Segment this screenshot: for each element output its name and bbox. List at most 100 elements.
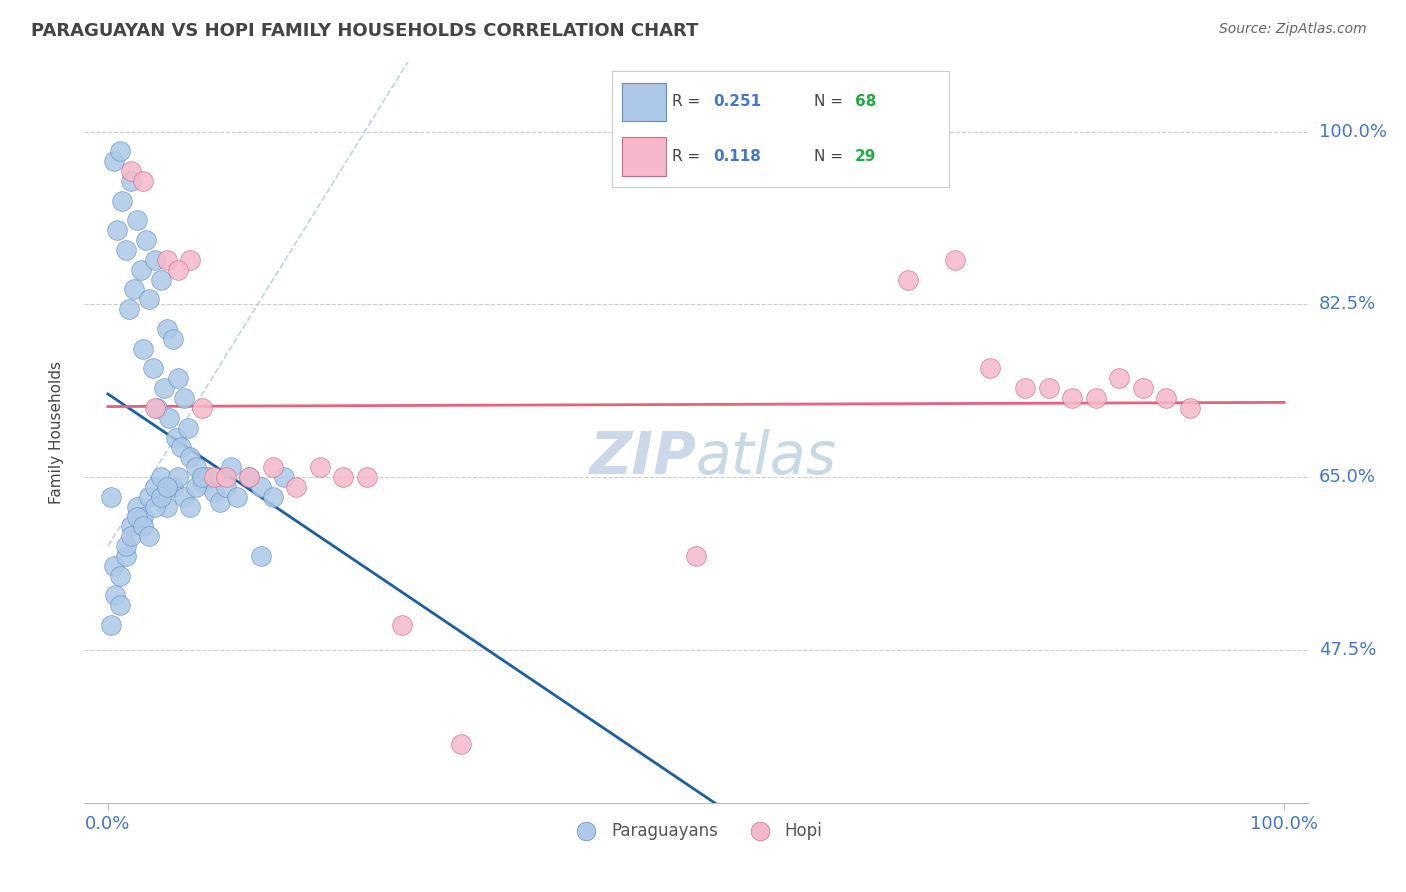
Point — [138, 529, 160, 543]
Point — [897, 272, 920, 286]
Point — [214, 470, 236, 484]
Point — [111, 194, 134, 208]
Point — [191, 401, 214, 415]
Point — [120, 164, 142, 178]
Point — [208, 494, 231, 508]
Point — [308, 460, 330, 475]
Text: N =: N = — [814, 94, 848, 109]
Point — [184, 480, 207, 494]
Point — [943, 252, 966, 267]
Point — [1178, 401, 1201, 415]
Point — [214, 480, 236, 494]
Point — [191, 475, 214, 489]
Point — [979, 361, 1001, 376]
Point — [262, 460, 284, 475]
Point — [142, 361, 165, 376]
Point — [238, 470, 260, 484]
Point — [450, 737, 472, 751]
Point — [122, 283, 145, 297]
Point — [100, 618, 122, 632]
Point — [143, 480, 166, 494]
Text: ZIP: ZIP — [589, 429, 696, 486]
Point — [146, 401, 169, 415]
Point — [1108, 371, 1130, 385]
Point — [262, 490, 284, 504]
Point — [108, 599, 131, 613]
Point — [177, 420, 200, 434]
Point — [167, 470, 190, 484]
Point — [238, 470, 260, 484]
Point — [135, 233, 157, 247]
Text: 82.5%: 82.5% — [1319, 295, 1376, 313]
Text: 68: 68 — [855, 94, 876, 109]
Point — [114, 539, 136, 553]
Point — [149, 272, 172, 286]
Point — [179, 500, 201, 514]
Point — [143, 252, 166, 267]
Text: 47.5%: 47.5% — [1319, 640, 1376, 659]
Point — [149, 490, 172, 504]
Point — [197, 470, 219, 484]
Y-axis label: Family Households: Family Households — [49, 361, 63, 504]
Text: 0.251: 0.251 — [713, 94, 761, 109]
Point — [132, 519, 155, 533]
Point — [127, 509, 149, 524]
Point — [132, 342, 155, 356]
Point — [226, 490, 249, 504]
Legend: Paraguayans, Hopi: Paraguayans, Hopi — [562, 815, 830, 847]
Point — [332, 470, 354, 484]
Point — [167, 262, 190, 277]
Point — [202, 470, 225, 484]
Point — [156, 252, 179, 267]
Point — [103, 558, 125, 573]
Text: 0.118: 0.118 — [713, 148, 761, 163]
Point — [138, 293, 160, 307]
Point — [179, 450, 201, 465]
Point — [104, 589, 127, 603]
Bar — [621, 83, 665, 121]
Point — [173, 391, 195, 405]
Text: 65.0%: 65.0% — [1319, 468, 1375, 486]
Point — [153, 381, 176, 395]
Text: PARAGUAYAN VS HOPI FAMILY HOUSEHOLDS CORRELATION CHART: PARAGUAYAN VS HOPI FAMILY HOUSEHOLDS COR… — [31, 22, 699, 40]
Point — [273, 470, 295, 484]
Point — [162, 332, 184, 346]
Point — [103, 154, 125, 169]
Point — [162, 480, 184, 494]
Point — [170, 441, 193, 455]
Point — [249, 480, 271, 494]
Point — [1156, 391, 1178, 405]
Point — [285, 480, 308, 494]
Point — [127, 500, 149, 514]
Point — [120, 174, 142, 188]
Point — [132, 509, 155, 524]
Point — [149, 470, 172, 484]
Point — [202, 484, 225, 499]
Point — [173, 490, 195, 504]
Point — [156, 500, 179, 514]
Point — [685, 549, 707, 563]
Text: 100.0%: 100.0% — [1319, 122, 1386, 141]
Point — [1062, 391, 1084, 405]
Point — [120, 529, 142, 543]
Point — [1038, 381, 1060, 395]
Point — [129, 262, 152, 277]
Point — [391, 618, 413, 632]
Point — [143, 401, 166, 415]
Point — [156, 480, 179, 494]
Point — [108, 568, 131, 582]
Text: R =: R = — [672, 94, 706, 109]
Point — [221, 460, 243, 475]
Point — [143, 500, 166, 514]
Point — [132, 174, 155, 188]
Text: N =: N = — [814, 148, 848, 163]
Point — [179, 252, 201, 267]
Point — [1084, 391, 1107, 405]
Bar — [621, 137, 665, 176]
Point — [356, 470, 378, 484]
Point — [157, 410, 180, 425]
Point — [138, 490, 160, 504]
Point — [108, 145, 131, 159]
Text: atlas: atlas — [696, 429, 837, 486]
Point — [156, 322, 179, 336]
